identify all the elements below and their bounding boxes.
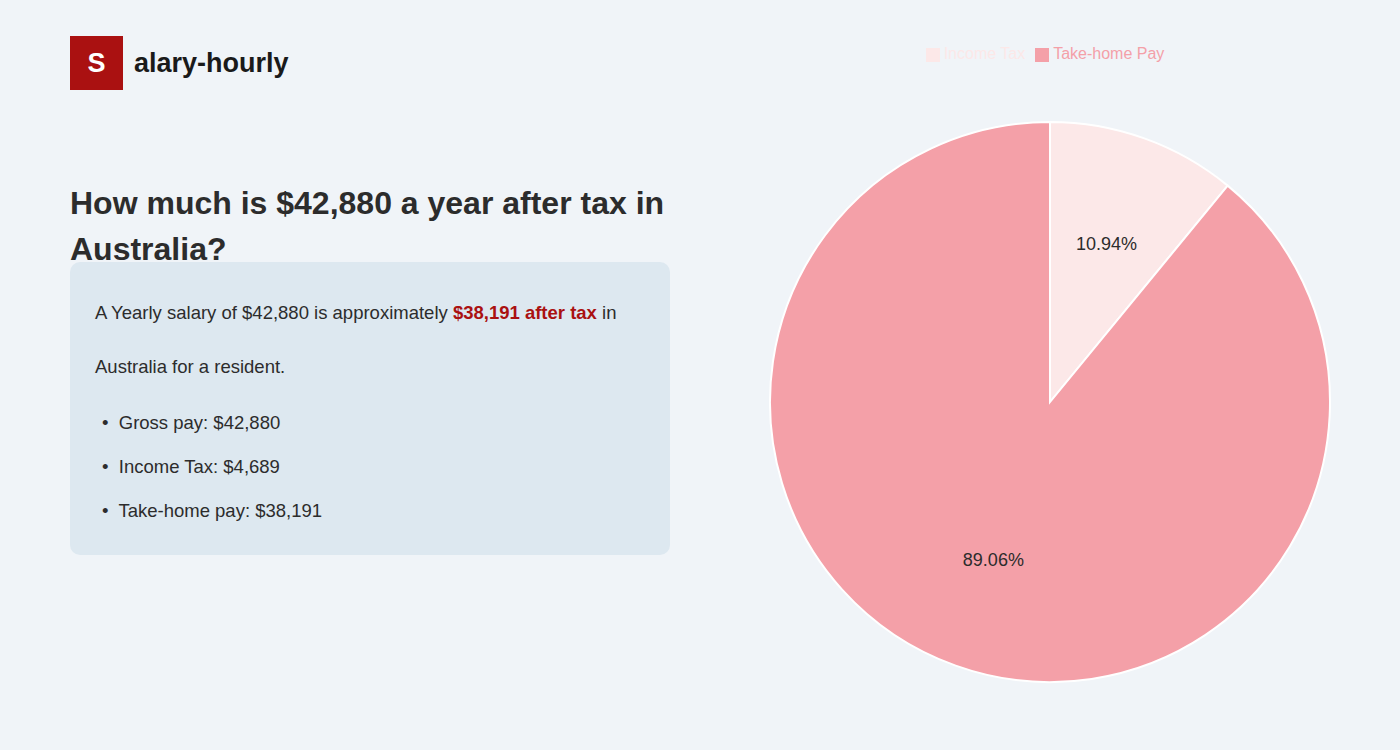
html-text:• Take-home pay: $38,191: • Take-home pay: $38,191 — [102, 500, 323, 521]
html-text:• Gross pay: $42,880: • Gross pay: $42,880 — [102, 412, 281, 433]
svg-text:89.06%: 89.06% — [963, 550, 1024, 570]
html-text:S: S — [87, 47, 106, 78]
html-text:alary-hourly: alary-hourly — [134, 47, 289, 78]
html-text:How much is $42,880 a year aft: How much is $42,880 a year after tax in … — [70, 185, 665, 268]
html-text:Take-home Pay: Take-home Pay — [1053, 45, 1165, 62]
html-text:Australia for a resident.: Australia for a resident. — [95, 356, 286, 377]
svg-text:10.94%: 10.94% — [1076, 234, 1137, 254]
html-text:• Income Tax: $4,689: • Income Tax: $4,689 — [102, 456, 280, 477]
html-text:A Yearly salary of $42,880 is: A Yearly salary of $42,880 is approximat… — [95, 302, 617, 323]
html-text:Income Tax: Income Tax — [943, 45, 1026, 62]
